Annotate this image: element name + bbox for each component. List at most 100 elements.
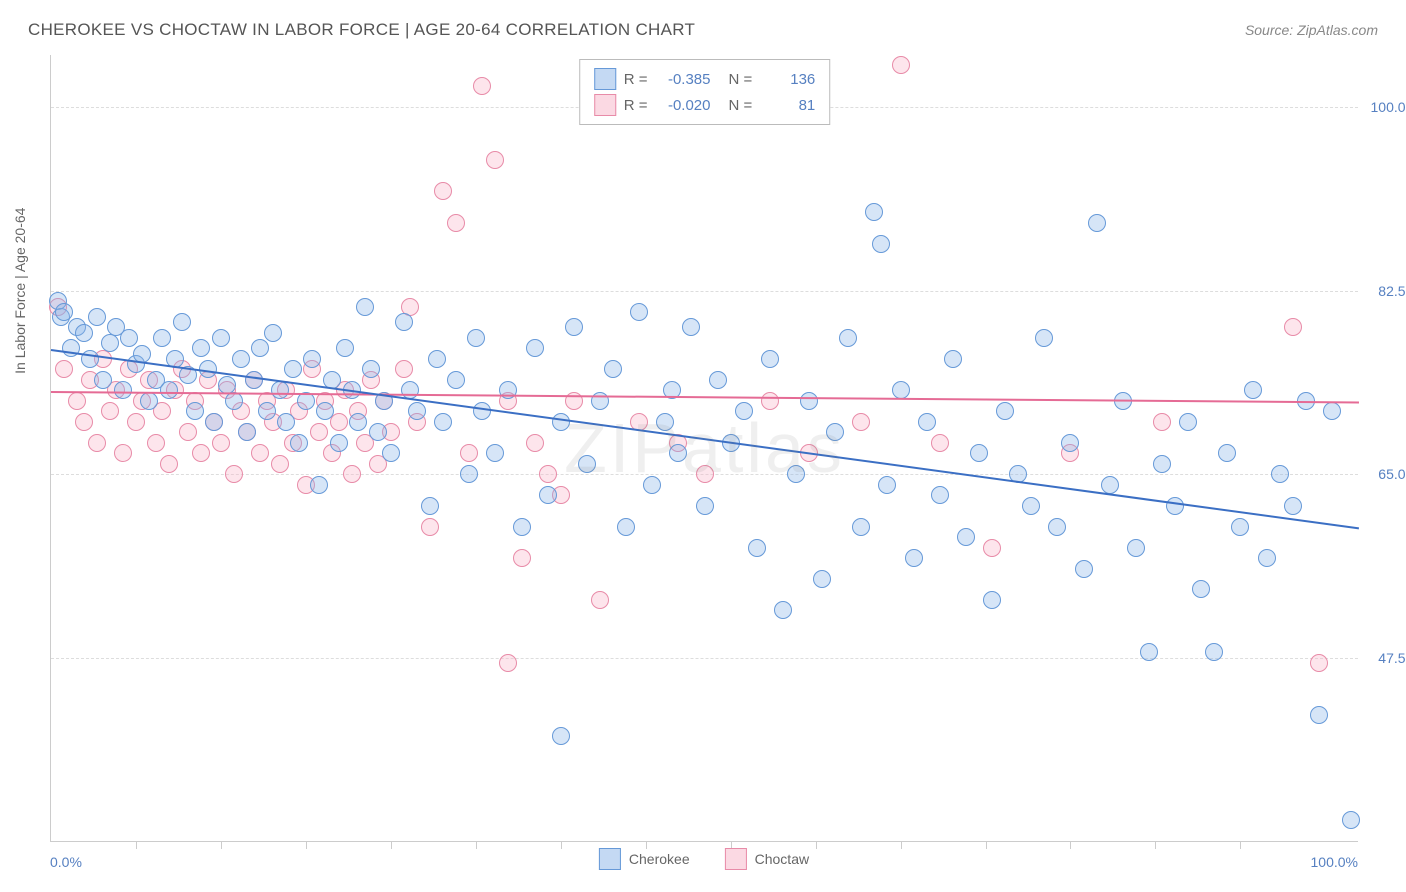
scatter-point bbox=[258, 402, 276, 420]
legend-row: R =-0.385N =136 bbox=[594, 66, 816, 92]
chart-title: CHEROKEE VS CHOCTAW IN LABOR FORCE | AGE… bbox=[28, 20, 695, 40]
scatter-point bbox=[774, 601, 792, 619]
scatter-point bbox=[310, 423, 328, 441]
scatter-point bbox=[1271, 465, 1289, 483]
scatter-point bbox=[447, 371, 465, 389]
scatter-point bbox=[1231, 518, 1249, 536]
legend-row: R =-0.020N =81 bbox=[594, 92, 816, 118]
scatter-point bbox=[761, 392, 779, 410]
scatter-point bbox=[604, 360, 622, 378]
scatter-point bbox=[513, 518, 531, 536]
scatter-point bbox=[303, 350, 321, 368]
scatter-point bbox=[310, 476, 328, 494]
scatter-point bbox=[1061, 434, 1079, 452]
scatter-point bbox=[62, 339, 80, 357]
scatter-point bbox=[1323, 402, 1341, 420]
scatter-point bbox=[1048, 518, 1066, 536]
scatter-point bbox=[55, 303, 73, 321]
scatter-point bbox=[539, 486, 557, 504]
scatter-point bbox=[591, 591, 609, 609]
scatter-point bbox=[271, 381, 289, 399]
scatter-point bbox=[447, 214, 465, 232]
scatter-point bbox=[1088, 214, 1106, 232]
scatter-point bbox=[114, 444, 132, 462]
scatter-point bbox=[905, 549, 923, 567]
scatter-point bbox=[1218, 444, 1236, 462]
scatter-point bbox=[1035, 329, 1053, 347]
scatter-point bbox=[68, 392, 86, 410]
scatter-point bbox=[669, 444, 687, 462]
scatter-point bbox=[238, 423, 256, 441]
scatter-point bbox=[290, 434, 308, 452]
legend-swatch bbox=[725, 848, 747, 870]
scatter-point bbox=[205, 413, 223, 431]
scatter-point bbox=[1258, 549, 1276, 567]
scatter-point bbox=[186, 402, 204, 420]
x-tick bbox=[306, 841, 307, 849]
y-tick-label: 47.5% bbox=[1378, 650, 1406, 666]
x-tick bbox=[221, 841, 222, 849]
scatter-point bbox=[748, 539, 766, 557]
scatter-point bbox=[421, 497, 439, 515]
scatter-point bbox=[918, 413, 936, 431]
scatter-point bbox=[1075, 560, 1093, 578]
scatter-point bbox=[872, 235, 890, 253]
legend-n-label: N = bbox=[729, 97, 753, 114]
scatter-point bbox=[539, 465, 557, 483]
scatter-point bbox=[878, 476, 896, 494]
source-attribution: Source: ZipAtlas.com bbox=[1245, 22, 1378, 38]
scatter-point bbox=[696, 465, 714, 483]
scatter-point bbox=[486, 151, 504, 169]
scatter-point bbox=[277, 413, 295, 431]
y-tick-label: 100.0% bbox=[1371, 99, 1406, 115]
scatter-point bbox=[1244, 381, 1262, 399]
scatter-point bbox=[865, 203, 883, 221]
scatter-point bbox=[349, 413, 367, 431]
scatter-point bbox=[140, 392, 158, 410]
scatter-point bbox=[526, 339, 544, 357]
scatter-point bbox=[1310, 654, 1328, 672]
scatter-point bbox=[944, 350, 962, 368]
scatter-point bbox=[330, 434, 348, 452]
gridline bbox=[51, 291, 1358, 292]
scatter-point bbox=[160, 455, 178, 473]
scatter-point bbox=[75, 413, 93, 431]
scatter-point bbox=[225, 465, 243, 483]
scatter-point bbox=[251, 339, 269, 357]
scatter-point bbox=[931, 434, 949, 452]
scatter-point bbox=[852, 413, 870, 431]
scatter-point bbox=[251, 444, 269, 462]
scatter-point bbox=[1205, 643, 1223, 661]
scatter-point bbox=[1310, 706, 1328, 724]
scatter-point bbox=[709, 371, 727, 389]
scatter-point bbox=[1127, 539, 1145, 557]
legend-n-label: N = bbox=[729, 71, 753, 88]
scatter-point bbox=[1342, 811, 1360, 829]
scatter-point bbox=[970, 444, 988, 462]
scatter-point bbox=[395, 360, 413, 378]
legend-n-value: 81 bbox=[760, 97, 815, 114]
scatter-point bbox=[88, 308, 106, 326]
scatter-point bbox=[245, 371, 263, 389]
scatter-point bbox=[212, 434, 230, 452]
legend-r-value: -0.020 bbox=[656, 97, 711, 114]
y-tick-label: 82.5% bbox=[1378, 283, 1406, 299]
scatter-point bbox=[892, 56, 910, 74]
legend-label: Cherokee bbox=[629, 851, 690, 867]
legend-swatch bbox=[594, 68, 616, 90]
legend-item: Cherokee bbox=[599, 848, 690, 870]
x-tick bbox=[901, 841, 902, 849]
scatter-point bbox=[434, 413, 452, 431]
scatter-point bbox=[434, 182, 452, 200]
legend-swatch bbox=[594, 94, 616, 116]
scatter-point bbox=[343, 465, 361, 483]
x-tick bbox=[561, 841, 562, 849]
x-tick bbox=[136, 841, 137, 849]
scatter-point bbox=[153, 329, 171, 347]
scatter-point bbox=[173, 313, 191, 331]
scatter-point bbox=[813, 570, 831, 588]
scatter-point bbox=[460, 465, 478, 483]
trendline bbox=[51, 391, 1359, 403]
y-tick-label: 65.0% bbox=[1378, 466, 1406, 482]
legend-n-value: 136 bbox=[760, 71, 815, 88]
